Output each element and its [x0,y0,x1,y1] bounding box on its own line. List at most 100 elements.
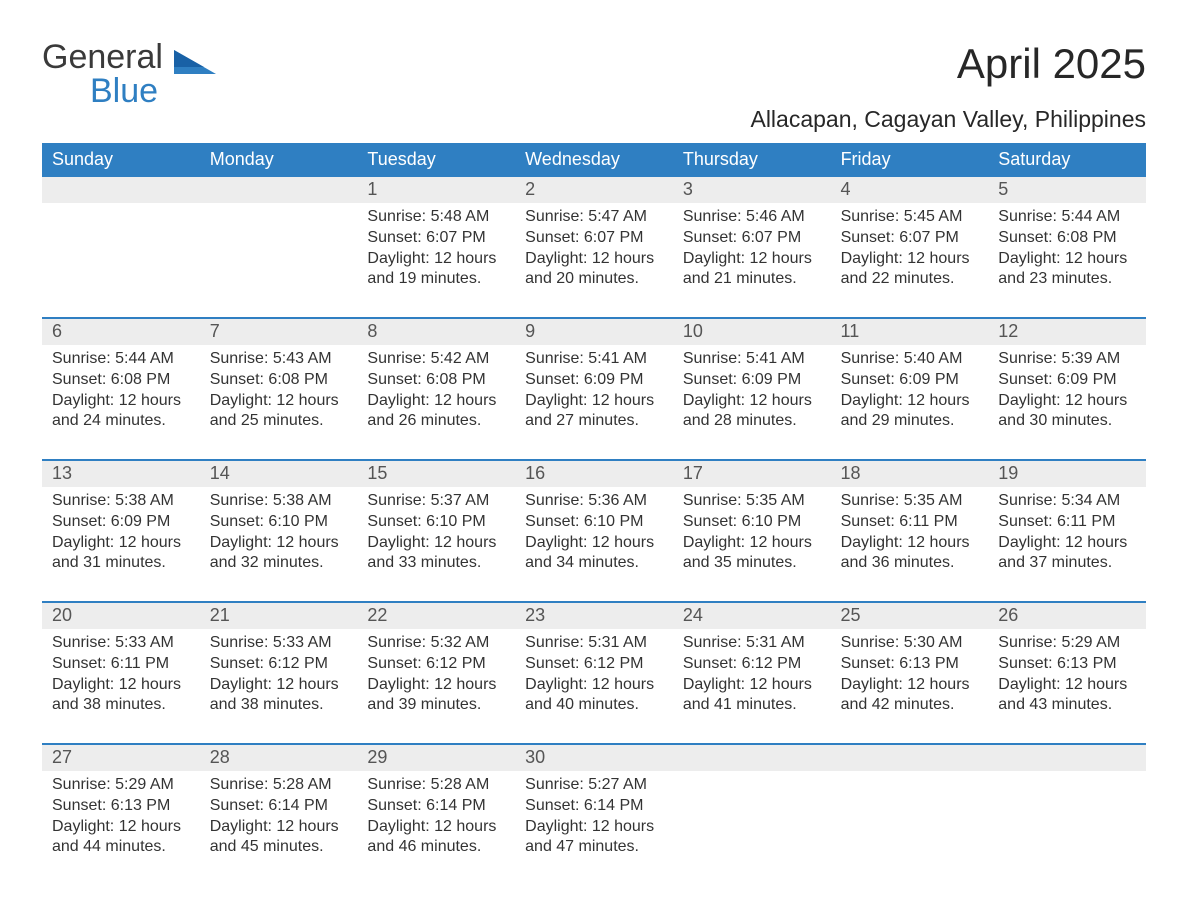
day-number-row: 27282930 [42,745,1146,771]
daylight-line: Daylight: 12 hours and 25 minutes. [210,391,348,433]
sunrise-line: Sunrise: 5:28 AM [210,775,348,796]
day-number: 2 [515,177,673,203]
daylight-label: Daylight: [52,392,114,409]
day-cell: Sunrise: 5:28 AMSunset: 6:14 PMDaylight:… [200,771,358,867]
sunrise-value: 5:45 AM [904,208,963,225]
daylight-line: Daylight: 12 hours and 28 minutes. [683,391,821,433]
day-cell: Sunrise: 5:48 AMSunset: 6:07 PMDaylight:… [357,203,515,299]
sunrise-line: Sunrise: 5:46 AM [683,207,821,228]
sunrise-value: 5:43 AM [273,350,332,367]
sunset-line: Sunset: 6:07 PM [525,228,663,249]
sunrise-label: Sunrise: [841,634,900,651]
sunrise-value: 5:44 AM [1061,208,1120,225]
sunrise-line: Sunrise: 5:45 AM [841,207,979,228]
sunrise-label: Sunrise: [525,350,584,367]
day-cell: Sunrise: 5:44 AMSunset: 6:08 PMDaylight:… [988,203,1146,299]
sunset-line: Sunset: 6:12 PM [210,654,348,675]
day-cell: Sunrise: 5:42 AMSunset: 6:08 PMDaylight:… [357,345,515,441]
sunset-label: Sunset: [998,513,1052,530]
sunset-line: Sunset: 6:11 PM [52,654,190,675]
sunset-line: Sunset: 6:10 PM [367,512,505,533]
day-cell: Sunrise: 5:45 AMSunset: 6:07 PMDaylight:… [831,203,989,299]
sunrise-line: Sunrise: 5:31 AM [683,633,821,654]
sunrise-line: Sunrise: 5:31 AM [525,633,663,654]
sunset-value: 6:11 PM [111,655,169,672]
daylight-label: Daylight: [998,534,1060,551]
daylight-label: Daylight: [998,392,1060,409]
day-cell: Sunrise: 5:31 AMSunset: 6:12 PMDaylight:… [515,629,673,725]
sunrise-value: 5:27 AM [588,776,647,793]
daylight-label: Daylight: [525,676,587,693]
daylight-line: Daylight: 12 hours and 40 minutes. [525,675,663,717]
sunrise-label: Sunrise: [683,208,742,225]
sunset-label: Sunset: [52,513,106,530]
sunset-value: 6:08 PM [111,371,171,388]
sunset-label: Sunset: [367,371,421,388]
sunrise-line: Sunrise: 5:28 AM [367,775,505,796]
sunset-label: Sunset: [683,513,737,530]
sunset-value: 6:14 PM [426,797,486,814]
sunset-label: Sunset: [525,797,579,814]
sunset-label: Sunset: [525,229,579,246]
sunrise-line: Sunrise: 5:41 AM [683,349,821,370]
sunrise-value: 5:28 AM [431,776,490,793]
sunset-value: 6:10 PM [584,513,644,530]
daylight-line: Daylight: 12 hours and 35 minutes. [683,533,821,575]
sunrise-value: 5:42 AM [431,350,490,367]
day-number: 22 [357,603,515,629]
sunrise-value: 5:36 AM [588,492,647,509]
day-number: 8 [357,319,515,345]
daylight-line: Daylight: 12 hours and 31 minutes. [52,533,190,575]
sunrise-label: Sunrise: [998,634,1057,651]
day-number: 24 [673,603,831,629]
sunrise-line: Sunrise: 5:29 AM [52,775,190,796]
daylight-line: Daylight: 12 hours and 47 minutes. [525,817,663,859]
sunrise-value: 5:41 AM [746,350,805,367]
sunset-label: Sunset: [998,655,1052,672]
sunrise-label: Sunrise: [841,350,900,367]
daylight-line: Daylight: 12 hours and 38 minutes. [52,675,190,717]
sunrise-value: 5:39 AM [1061,350,1120,367]
sunset-label: Sunset: [367,513,421,530]
day-cell: Sunrise: 5:41 AMSunset: 6:09 PMDaylight:… [673,345,831,441]
sunrise-line: Sunrise: 5:35 AM [683,491,821,512]
weekday-header: Monday [200,143,358,177]
sunrise-label: Sunrise: [683,634,742,651]
sunset-label: Sunset: [525,513,579,530]
daylight-label: Daylight: [841,676,903,693]
sunrise-value: 5:34 AM [1061,492,1120,509]
sunrise-value: 5:38 AM [115,492,174,509]
sunset-line: Sunset: 6:09 PM [998,370,1136,391]
sunrise-label: Sunrise: [525,634,584,651]
daylight-label: Daylight: [998,250,1060,267]
sunset-value: 6:10 PM [742,513,802,530]
sunset-value: 6:13 PM [899,655,959,672]
sunset-line: Sunset: 6:12 PM [367,654,505,675]
sunrise-line: Sunrise: 5:40 AM [841,349,979,370]
day-cell: Sunrise: 5:40 AMSunset: 6:09 PMDaylight:… [831,345,989,441]
day-cell [42,203,200,299]
day-number [831,745,989,771]
day-number: 25 [831,603,989,629]
sunrise-line: Sunrise: 5:39 AM [998,349,1136,370]
sunrise-label: Sunrise: [52,776,111,793]
sunset-line: Sunset: 6:14 PM [367,796,505,817]
sunset-line: Sunset: 6:11 PM [841,512,979,533]
day-number: 6 [42,319,200,345]
daylight-label: Daylight: [841,392,903,409]
day-number: 11 [831,319,989,345]
daylight-label: Daylight: [841,250,903,267]
daylight-line: Daylight: 12 hours and 26 minutes. [367,391,505,433]
sunset-value: 6:07 PM [899,229,959,246]
sunrise-label: Sunrise: [210,634,269,651]
sunrise-value: 5:38 AM [273,492,332,509]
sunrise-label: Sunrise: [52,492,111,509]
sunset-label: Sunset: [210,797,264,814]
sunset-line: Sunset: 6:13 PM [998,654,1136,675]
calendar-week: 27282930Sunrise: 5:29 AMSunset: 6:13 PMD… [42,743,1146,867]
day-cell: Sunrise: 5:46 AMSunset: 6:07 PMDaylight:… [673,203,831,299]
daylight-label: Daylight: [683,250,745,267]
sunset-value: 6:08 PM [1057,229,1117,246]
calendar: SundayMondayTuesdayWednesdayThursdayFrid… [42,143,1146,867]
daylight-label: Daylight: [210,534,272,551]
